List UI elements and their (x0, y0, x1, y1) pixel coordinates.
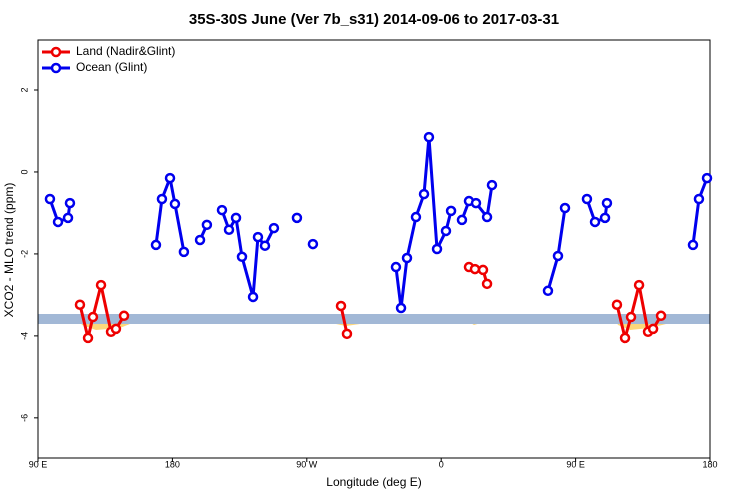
x-tick-label: 180 (702, 459, 717, 469)
series-point (64, 197, 76, 209)
series-point (201, 219, 213, 231)
series-line (220, 209, 276, 298)
series-point (477, 264, 489, 276)
series-point (150, 239, 162, 251)
y-axis-label: XCO2 - MLO trend (ppm) (2, 183, 16, 318)
series-point (395, 302, 407, 314)
series-point (589, 216, 601, 228)
legend-label: Ocean (Glint) (76, 60, 147, 74)
series-point (559, 202, 571, 214)
y-tick-label: -2 (19, 250, 29, 258)
series-point (401, 252, 413, 264)
series-point (247, 291, 259, 303)
series-point (156, 193, 168, 205)
series-point (74, 299, 86, 310)
legend-marker (50, 62, 62, 74)
series-point (252, 231, 264, 243)
series-point (581, 193, 593, 205)
series-point (341, 328, 353, 340)
series-point (259, 240, 271, 251)
series-point (445, 205, 457, 217)
x-tick-label: 90 E (29, 459, 48, 469)
series-point (268, 222, 280, 234)
series-point (194, 234, 206, 246)
series-point (552, 250, 564, 262)
series-point (542, 285, 554, 297)
series-point (655, 310, 667, 322)
series-line (691, 177, 709, 246)
series-line (394, 136, 453, 309)
x-tick-label: 0 (439, 459, 444, 469)
series-point (423, 131, 435, 143)
x-tick-label: 90 W (296, 459, 318, 469)
series-point (599, 212, 611, 224)
series-point (633, 279, 645, 291)
series-point (178, 246, 190, 258)
series-point (82, 332, 94, 344)
y-tick-label: 2 (19, 87, 29, 92)
series-point (169, 198, 181, 210)
series-point (456, 214, 468, 226)
series-line (546, 207, 567, 292)
series-line (48, 198, 72, 224)
series-point (601, 197, 613, 209)
series-point (236, 251, 248, 263)
series-point (410, 211, 422, 223)
series-point (619, 332, 631, 344)
series-point (486, 179, 498, 191)
legend-label: Land (Nadir&Glint) (76, 44, 175, 58)
y-tick-label: -6 (19, 414, 29, 422)
series-point (291, 212, 303, 224)
series-point (216, 204, 228, 216)
x-tick-label: 90 E (566, 459, 585, 469)
series-point (625, 311, 637, 323)
series-line (154, 172, 186, 253)
series-point (687, 239, 699, 251)
series-point (440, 225, 452, 237)
series-line (585, 198, 609, 224)
legend-marker (50, 46, 62, 58)
series-point (44, 193, 56, 205)
series-point (223, 224, 235, 235)
plot-frame (37, 39, 711, 459)
series-point (481, 211, 493, 223)
series-point (647, 323, 659, 335)
series-point (470, 197, 482, 209)
series-point (62, 212, 74, 224)
y-tick-label: 0 (19, 169, 29, 174)
series-point (230, 212, 242, 224)
y-tick-label: -4 (19, 332, 29, 340)
series-point (481, 278, 493, 290)
series-point (693, 193, 705, 205)
series-point (335, 300, 347, 312)
series-point (611, 299, 623, 310)
series-point (110, 323, 122, 335)
series-point (164, 172, 176, 184)
series-point (118, 310, 130, 322)
x-tick-label: 180 (165, 459, 180, 469)
series-point (307, 238, 319, 250)
x-axis-label: Longitude (deg E) (326, 475, 421, 489)
series-point (701, 172, 713, 184)
series-point (52, 216, 64, 228)
series-point (418, 188, 430, 200)
series-point (87, 311, 99, 323)
chart-title: 35S-30S June (Ver 7b_s31) 2014-09-06 to … (189, 11, 559, 28)
series-point (469, 263, 481, 275)
series-point (95, 279, 107, 291)
reference-band (38, 314, 710, 324)
series-point (390, 261, 402, 273)
series-point (431, 243, 443, 255)
